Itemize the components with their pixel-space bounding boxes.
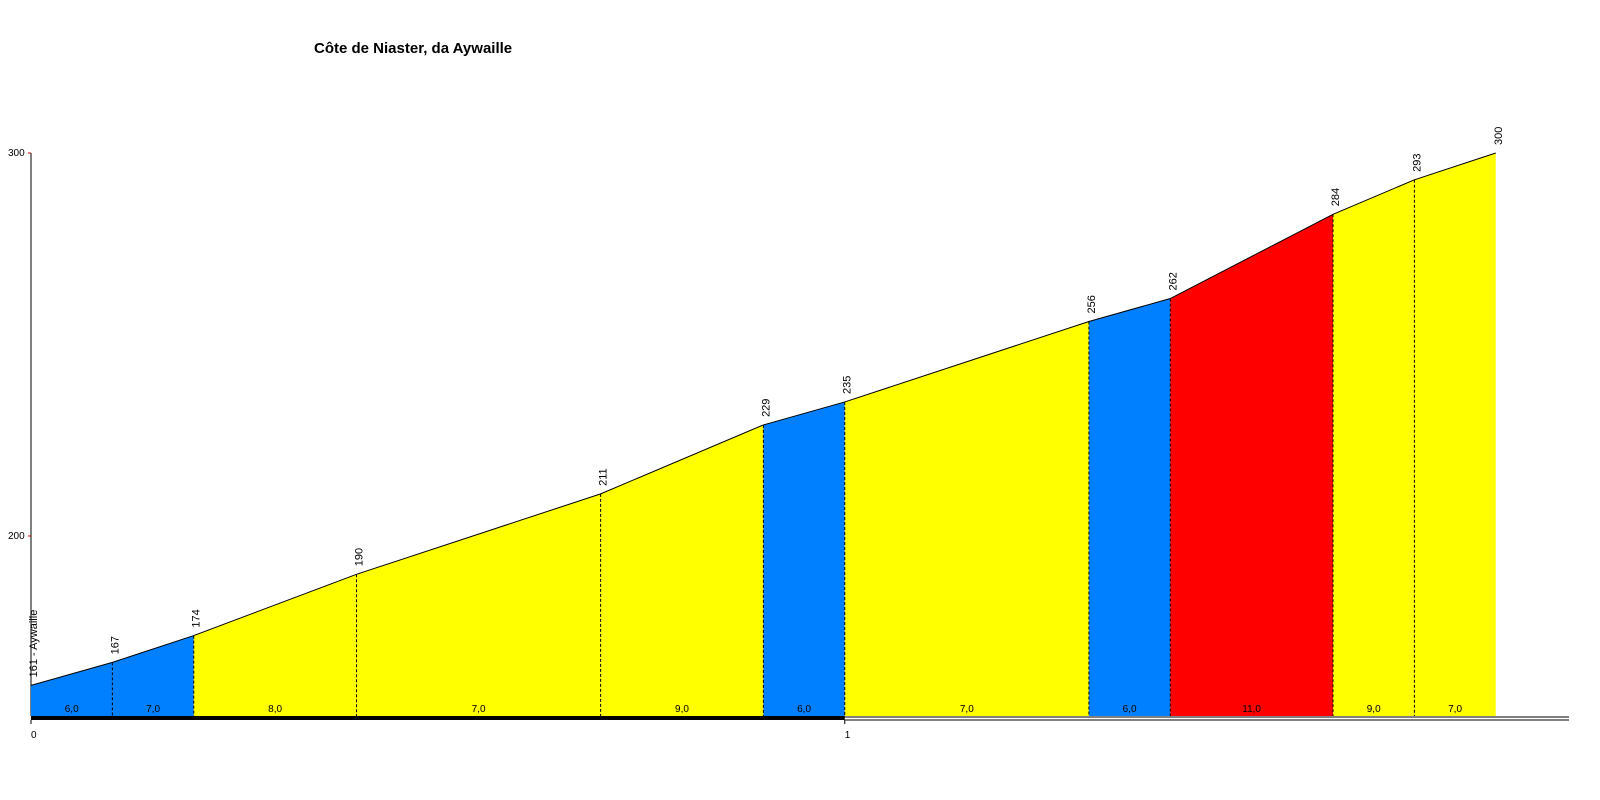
elevation-label: 167 bbox=[109, 636, 121, 654]
gradient-label: 7,0 bbox=[1448, 704, 1462, 715]
km-bar bbox=[31, 715, 845, 720]
gradient-label: 9,0 bbox=[675, 704, 689, 715]
elevation-label: 229 bbox=[760, 399, 772, 417]
segment bbox=[763, 401, 845, 716]
chart-title: Côte de Niaster, da Aywaille bbox=[314, 40, 512, 57]
gradient-label: 7,0 bbox=[472, 704, 486, 715]
gradient-label: 9,0 bbox=[1367, 704, 1381, 715]
profile-line bbox=[30, 152, 1496, 686]
segment bbox=[1170, 214, 1334, 716]
segment bbox=[600, 424, 764, 716]
gradient-label: 7,0 bbox=[146, 704, 160, 715]
x-tick-label: 0 bbox=[31, 730, 37, 741]
elevation-label: 211 bbox=[598, 468, 610, 486]
gradient-label: 6,0 bbox=[797, 704, 811, 715]
gradient-label: 7,0 bbox=[960, 704, 974, 715]
elevation-label: 161 - Aywaille bbox=[28, 610, 40, 678]
y-tick-label: 300 bbox=[8, 148, 25, 159]
elevation-label: 235 bbox=[842, 376, 854, 394]
segment bbox=[1333, 179, 1415, 717]
y-tick-label: 200 bbox=[8, 531, 25, 542]
gradient-label: 6,0 bbox=[1123, 704, 1137, 715]
gradient-label: 8,0 bbox=[268, 704, 282, 715]
x-tick-label: 1 bbox=[845, 730, 851, 741]
segment bbox=[1088, 298, 1171, 716]
segment bbox=[356, 493, 601, 716]
elevation-label: 256 bbox=[1086, 295, 1098, 313]
segment bbox=[193, 574, 357, 716]
segment bbox=[844, 321, 1089, 716]
gradient-label: 6,0 bbox=[65, 704, 79, 715]
gradient-label: 11,0 bbox=[1242, 704, 1261, 715]
segment bbox=[1414, 153, 1496, 716]
elevation-label: 174 bbox=[191, 609, 203, 627]
segment bbox=[112, 635, 194, 716]
elevation-label: 300 bbox=[1493, 127, 1505, 145]
segment bbox=[31, 662, 113, 716]
elevation-label: 190 bbox=[354, 548, 366, 566]
elevation-label: 284 bbox=[1330, 188, 1342, 206]
elevation-label: 262 bbox=[1167, 272, 1179, 290]
elevation-label: 293 bbox=[1411, 153, 1423, 171]
